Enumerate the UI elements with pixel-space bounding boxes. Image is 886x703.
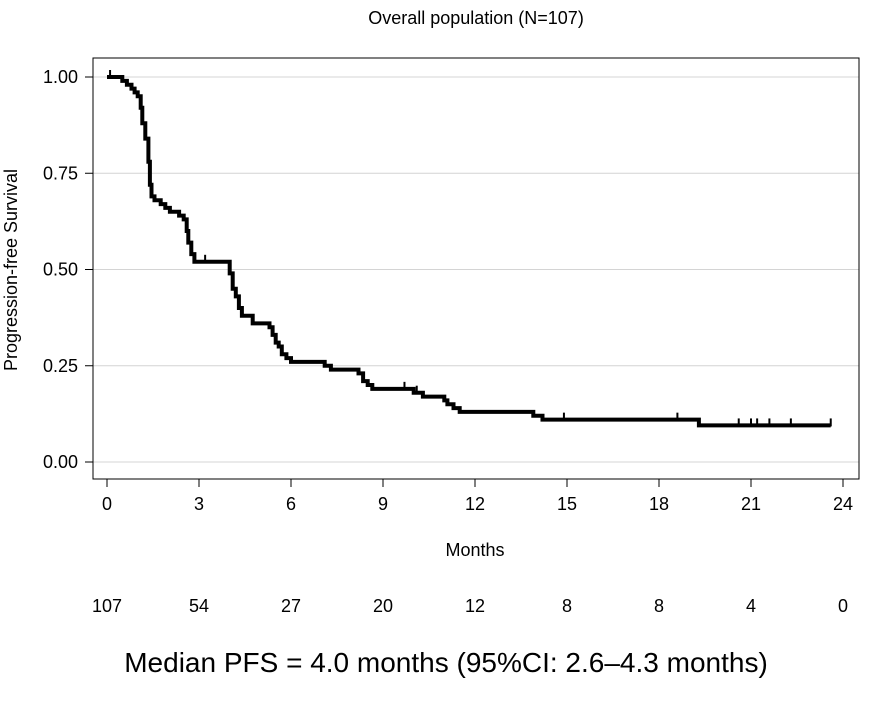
numbers-at-risk: 107 54 27 20 12 8 8 4 0 (92, 596, 848, 616)
risk-count: 8 (654, 596, 664, 616)
x-tick-label: 12 (465, 494, 485, 514)
risk-count: 4 (746, 596, 756, 616)
y-tick-label: 0.00 (43, 452, 78, 472)
risk-count: 54 (189, 596, 209, 616)
risk-count: 8 (562, 596, 572, 616)
risk-count: 27 (281, 596, 301, 616)
plot-frame (92, 57, 860, 480)
risk-count: 12 (465, 596, 485, 616)
risk-count: 107 (92, 596, 122, 616)
censor-marks (109, 70, 832, 427)
chart-title: Overall population (N=107) (368, 8, 584, 28)
risk-count: 20 (373, 596, 393, 616)
y-tick-label: 0.50 (43, 260, 78, 280)
series-group (107, 75, 831, 428)
y-axis: 0.00 0.25 0.50 0.75 1.00 (43, 67, 93, 472)
y-tick-label: 1.00 (43, 67, 78, 87)
x-tick-label: 9 (378, 494, 388, 514)
x-tick-label: 24 (833, 494, 853, 514)
x-axis: 0 3 6 9 12 15 18 21 24 (102, 479, 853, 514)
y-tick-label: 0.75 (43, 163, 78, 183)
risk-count: 0 (838, 596, 848, 616)
x-tick-label: 6 (286, 494, 296, 514)
gridlines (93, 76, 859, 463)
y-tick-label: 0.25 (43, 356, 78, 376)
x-tick-label: 0 (102, 494, 112, 514)
x-tick-label: 21 (741, 494, 761, 514)
x-tick-label: 15 (557, 494, 577, 514)
y-axis-label: Progression-free Survival (1, 169, 21, 371)
x-tick-label: 3 (194, 494, 204, 514)
median-pfs-text: Median PFS = 4.0 months (95%CI: 2.6–4.3 … (124, 647, 768, 678)
survival-curve (107, 75, 831, 428)
x-axis-label: Months (445, 540, 504, 560)
x-tick-label: 18 (649, 494, 669, 514)
